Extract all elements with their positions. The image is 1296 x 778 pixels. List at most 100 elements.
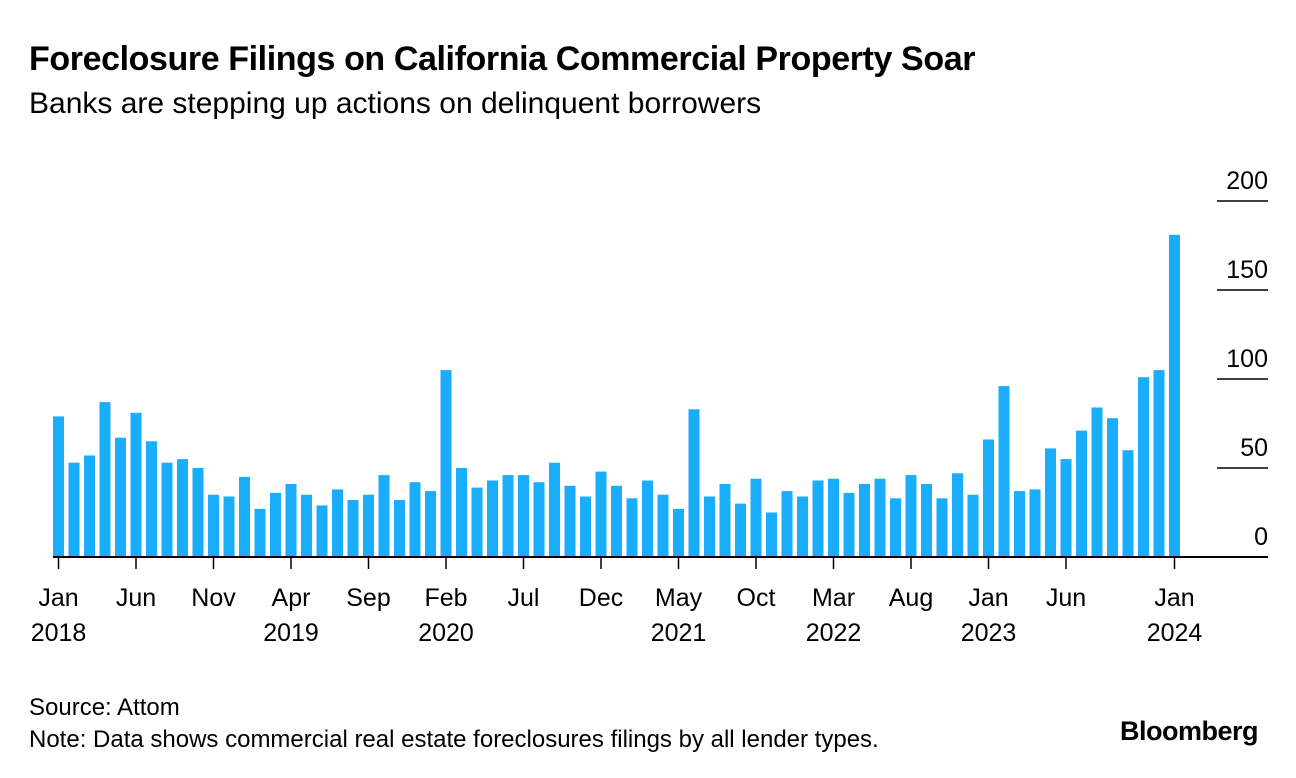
bar-2018-02 <box>68 462 80 557</box>
bar-2022-12 <box>967 494 979 557</box>
chart-subtitle: Banks are stepping up actions on delinqu… <box>29 87 762 120</box>
bar-2021-04 <box>657 494 669 557</box>
bar-2018-08 <box>161 462 173 557</box>
x-tick-year-label: 2021 <box>651 619 707 647</box>
x-tick-year-label: 2022 <box>806 619 862 647</box>
bar-2022-04 <box>843 492 855 557</box>
bar-2023-12 <box>1153 370 1165 557</box>
bar-2023-10 <box>1122 450 1134 557</box>
y-axis: 0 50 100 150 200 <box>1217 167 1268 551</box>
bar-series <box>53 234 1180 558</box>
bar-2023-05 <box>1045 448 1056 557</box>
x-tick-month-label: Jul <box>508 584 540 612</box>
x-tick-month-label: Jun <box>116 584 156 612</box>
x-tick-month-label: Oct <box>737 584 776 612</box>
bar-2021-08 <box>719 484 731 557</box>
bar-2019-05 <box>301 494 312 557</box>
bar-2021-10 <box>750 478 762 557</box>
y-tick-label-0: 0 <box>1254 523 1268 551</box>
bar-2021-09 <box>735 503 746 557</box>
bar-2018-04 <box>99 402 111 557</box>
bar-2021-12 <box>781 491 793 557</box>
bar-2021-01 <box>611 485 622 557</box>
x-axis: Jan 2018 Jun Nov Apr 2019 Sep Feb 2020 Jul Dec May 2… <box>31 556 1268 647</box>
bar-2018-03 <box>84 455 95 557</box>
bloomberg-logo: Bloomberg <box>1119 716 1259 746</box>
bar-2018-09 <box>177 459 188 557</box>
bar-2018-11 <box>208 494 219 557</box>
x-tick-year-label: 2019 <box>263 619 319 647</box>
bar-2022-11 <box>952 473 963 557</box>
bar-2019-08 <box>347 500 359 557</box>
bar-2024-01 <box>1169 234 1180 558</box>
bar-2019-04 <box>285 484 297 557</box>
x-tick-year-label: 2020 <box>418 619 474 647</box>
bar-2019-02 <box>254 508 266 557</box>
bar-2018-05 <box>115 437 126 557</box>
bar-2022-03 <box>828 478 839 557</box>
bar-2023-02 <box>998 386 1010 557</box>
bar-2021-07 <box>704 496 715 557</box>
bar-2018-07 <box>146 441 157 557</box>
x-tick-month-label: Jan <box>968 584 1008 612</box>
y-tick-label-50: 50 <box>1240 434 1268 462</box>
bar-2022-07 <box>890 498 901 557</box>
x-tick-month-label: Nov <box>191 584 236 612</box>
bar-2020-09 <box>549 462 560 557</box>
x-tick-month-label: May <box>655 584 703 612</box>
bar-2023-09 <box>1107 418 1118 557</box>
bar-2020-06 <box>502 475 514 557</box>
x-tick-month-label: Feb <box>424 584 467 612</box>
bar-2023-06 <box>1060 459 1072 557</box>
bar-2023-11 <box>1138 377 1149 557</box>
bar-2019-12 <box>409 482 421 557</box>
x-tick-year-label: 2024 <box>1147 619 1203 647</box>
bar-2022-06 <box>874 478 886 557</box>
bar-2022-08 <box>905 475 917 557</box>
bar-2020-08 <box>533 482 545 557</box>
y-tick-label-150: 150 <box>1226 256 1268 284</box>
chart-title: Foreclosure Filings on California Commer… <box>29 40 976 78</box>
bar-2020-07 <box>518 475 529 557</box>
bar-2020-10 <box>564 485 576 557</box>
x-tick-month-label: Jan <box>38 584 78 612</box>
bar-2022-01 <box>797 496 808 557</box>
x-tick-month-label: Aug <box>889 584 933 612</box>
bar-2020-04 <box>471 487 483 557</box>
x-tick-month-label: Jun <box>1046 584 1086 612</box>
x-tick-year-label: 2018 <box>31 619 87 647</box>
bar-2019-06 <box>316 505 328 557</box>
bar-2023-01 <box>983 439 994 557</box>
y-tick-label-100: 100 <box>1226 345 1268 373</box>
bar-2019-11 <box>394 500 405 557</box>
x-tick-month-label: Dec <box>579 584 623 612</box>
bar-2020-12 <box>595 471 607 557</box>
bar-2018-12 <box>223 496 235 557</box>
bar-2018-10 <box>192 468 204 557</box>
bar-2020-02 <box>440 370 452 557</box>
bar-2021-05 <box>673 508 684 557</box>
bar-2019-10 <box>378 475 390 557</box>
bar-2022-02 <box>812 480 824 557</box>
bar-2021-02 <box>626 498 638 557</box>
bar-2019-09 <box>363 494 374 557</box>
bar-2018-06 <box>130 412 142 557</box>
bar-2020-11 <box>580 496 591 557</box>
x-tick-year-label: 2023 <box>961 619 1017 647</box>
bar-2021-11 <box>766 512 777 557</box>
bar-2019-07 <box>332 489 343 557</box>
bar-2020-05 <box>487 480 498 557</box>
bar-2022-05 <box>859 484 870 557</box>
x-tick-month-label: Apr <box>272 584 311 612</box>
bar-2018-01 <box>53 416 64 557</box>
bar-2023-07 <box>1076 430 1087 557</box>
x-tick-month-label: Jan <box>1154 584 1194 612</box>
x-tick-month-label: Sep <box>346 584 390 612</box>
bar-2023-08 <box>1091 407 1103 557</box>
bar-2021-06 <box>688 409 700 557</box>
bar-2020-01 <box>425 491 436 557</box>
bar-2023-04 <box>1029 489 1041 557</box>
bar-2023-03 <box>1014 491 1025 557</box>
bar-2020-03 <box>456 468 467 557</box>
